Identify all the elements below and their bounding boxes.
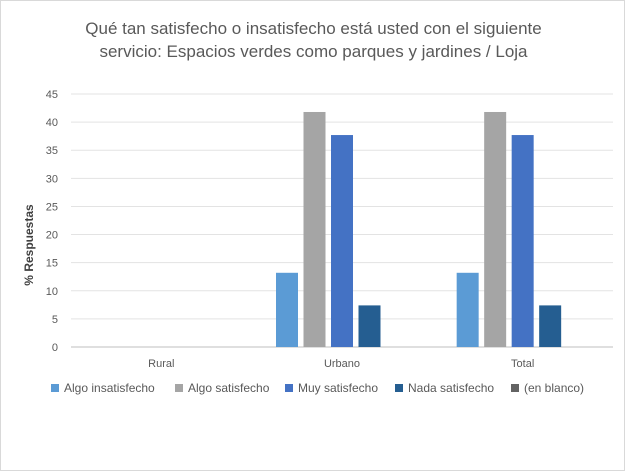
bar-total-3	[539, 305, 562, 347]
legend: Algo insatisfecho Algo satisfecho Muy sati…	[1, 381, 625, 405]
legend-item: Nada satisfecho	[395, 381, 494, 395]
bar-urbano-2	[331, 135, 353, 347]
legend-swatch	[395, 384, 403, 392]
y-tick-label: 45	[46, 89, 58, 101]
y-tick-label: 5	[52, 314, 58, 326]
legend-label: Algo insatisfecho	[64, 381, 155, 395]
bar-urbano-0	[276, 272, 298, 347]
y-axis-label: % Respuestas	[22, 204, 36, 286]
legend-label: Muy satisfecho	[298, 381, 379, 395]
y-tick-label: 15	[46, 258, 58, 270]
bar-urbano-1	[303, 111, 326, 347]
legend-item: Muy satisfecho	[285, 381, 378, 395]
x-tick-label-rural: Rural	[148, 358, 174, 370]
legend-swatch	[285, 384, 293, 392]
legend-swatch	[175, 384, 183, 392]
legend-item: Algo insatisfecho	[51, 381, 155, 395]
legend-label: Algo satisfecho	[188, 381, 270, 395]
chart-title-line-2: servicio: Espacios verdes como parques y…	[99, 42, 528, 61]
y-tick-label: 0	[52, 342, 58, 354]
y-tick-label: 35	[46, 145, 58, 157]
y-tick-label: 40	[46, 117, 58, 129]
legend-item: Algo satisfecho	[175, 381, 269, 395]
bars	[276, 111, 562, 347]
legend-label: Nada satisfecho	[408, 381, 495, 395]
x-tick-label-urbano: Urbano	[324, 358, 360, 370]
bar-total-2	[511, 135, 534, 347]
y-tick-label: 20	[46, 230, 58, 242]
bar-total-0	[456, 272, 479, 347]
bar-total-1	[484, 111, 507, 347]
x-tick-label-total: Total	[511, 358, 534, 370]
legend-item: (en blanco)	[511, 381, 584, 395]
y-tick-label: 10	[46, 286, 58, 298]
y-tick-label: 30	[46, 173, 58, 185]
y-tick-labels: 0 5 10 15 20 25 30 35 40 45	[46, 89, 58, 354]
legend-label: (en blanco)	[524, 381, 585, 395]
y-tick-label: 25	[46, 201, 58, 213]
bar-urbano-3	[358, 305, 381, 347]
legend-swatch	[511, 384, 519, 392]
legend-swatch	[51, 384, 59, 392]
chart-title-line-1: Qué tan satisfecho o insatisfecho está u…	[85, 19, 542, 38]
chart-title: Qué tan satisfecho o insatisfecho está u…	[41, 17, 586, 63]
x-tick-labels: Rural Urbano Total	[148, 358, 534, 370]
